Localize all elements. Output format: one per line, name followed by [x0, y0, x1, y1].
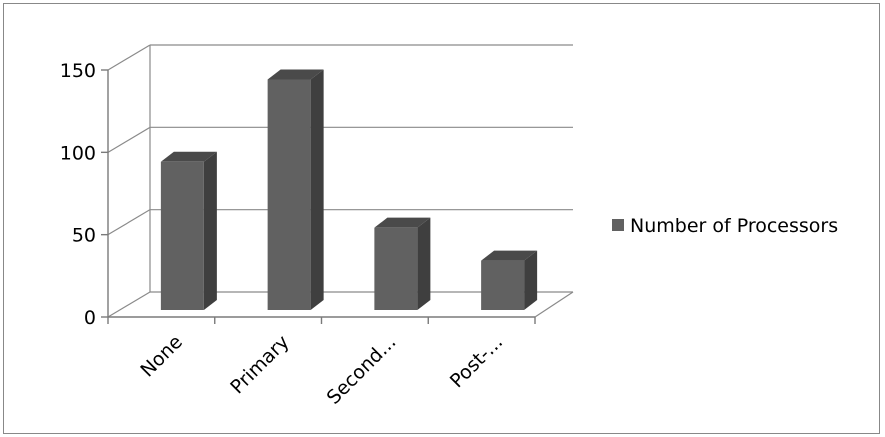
legend-swatch	[612, 219, 624, 231]
bar-top	[160, 151, 217, 162]
legend-label: Number of Processors	[630, 215, 838, 237]
x-tick-labels: None Primary Second... Post-...	[136, 331, 507, 409]
bar	[481, 250, 538, 310]
bar	[160, 151, 217, 310]
bar-top	[267, 69, 324, 80]
bars	[160, 69, 538, 310]
bar-front	[374, 227, 418, 310]
x-tick-label: Second...	[323, 331, 401, 409]
gridline-side	[107, 44, 151, 71]
gridline-side	[107, 209, 151, 236]
bar-front	[481, 260, 525, 310]
y-tick-label: 150	[60, 60, 96, 82]
y-tick-label: 100	[60, 142, 96, 164]
chart-walls	[108, 45, 150, 317]
bar-side	[417, 217, 431, 310]
y-tick-label: 50	[72, 225, 96, 247]
gridline-side	[107, 126, 151, 153]
x-tick-label: Primary	[226, 331, 293, 398]
side-wall	[108, 45, 150, 317]
bar-side	[524, 250, 538, 310]
legend: Number of Processors	[612, 215, 838, 237]
gridline-side	[107, 291, 151, 318]
floor-right-edge	[534, 291, 574, 318]
bar-top	[481, 250, 538, 261]
bar-side	[203, 151, 217, 310]
bar-top	[374, 217, 431, 228]
bar	[267, 69, 324, 310]
y-tick-labels: 0 50 100 150	[60, 60, 96, 329]
bar-front	[160, 161, 204, 310]
bar-front	[267, 79, 311, 310]
bar	[374, 217, 431, 310]
bar-side	[310, 69, 324, 310]
y-tick-label: 0	[84, 307, 96, 329]
x-tick-label: None	[136, 331, 187, 382]
x-tick-label: Post-...	[446, 331, 507, 392]
axes	[101, 69, 536, 324]
